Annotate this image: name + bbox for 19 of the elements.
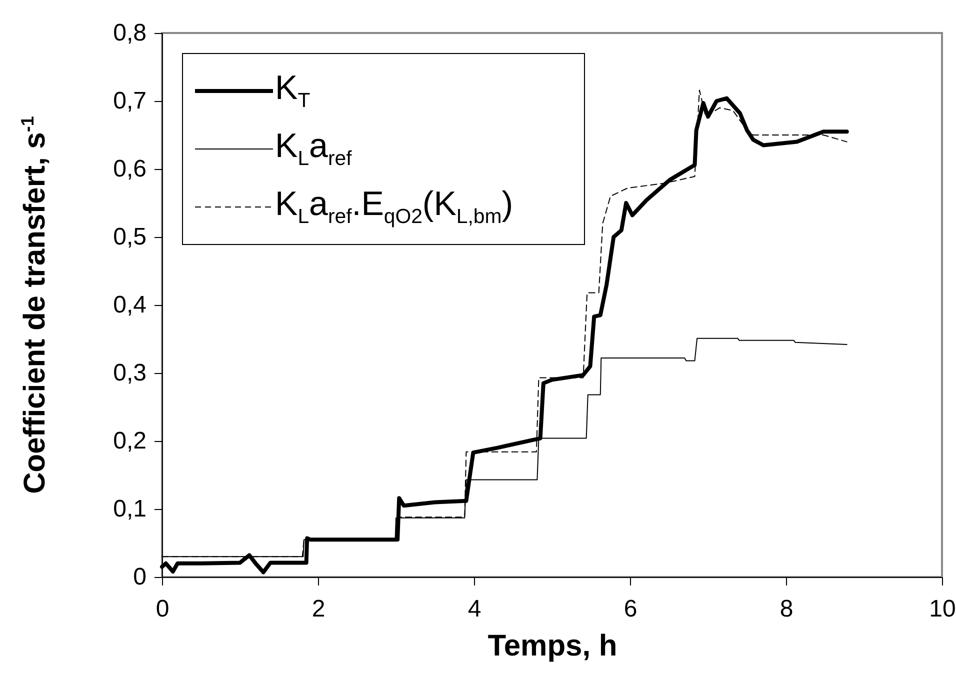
y-tick-label: 0,3 [113, 360, 146, 386]
y-tick-label: 0,2 [113, 428, 146, 454]
y-tick-label: 0,4 [113, 292, 146, 318]
y-tick-label: 0,5 [113, 224, 146, 250]
text: K$_{L}$a$_{ref}$.E$_{qO2}$(K$_{L,bm}$) [275, 185, 514, 228]
y-tick-label: 0 [133, 564, 146, 590]
x-tick-label: 6 [624, 596, 638, 622]
x-axis-title: Temps, h [488, 630, 618, 662]
legend-label: K$_{L}$a$_{ref}$ [275, 127, 352, 171]
x-tick-label: 4 [468, 596, 482, 622]
x-tick-label: 0 [156, 596, 170, 622]
y-tick-label: 0,8 [113, 20, 146, 46]
legend-label: K$_{T}$ [275, 69, 310, 113]
y-tick-label: 0,7 [113, 88, 146, 114]
y-tick-label: 0,1 [113, 496, 146, 522]
x-tick-label: 10 [929, 596, 956, 622]
x-tick-label: 8 [780, 596, 794, 622]
x-tick-label: 2 [312, 596, 326, 622]
y-tick-label: 0,6 [113, 156, 146, 182]
